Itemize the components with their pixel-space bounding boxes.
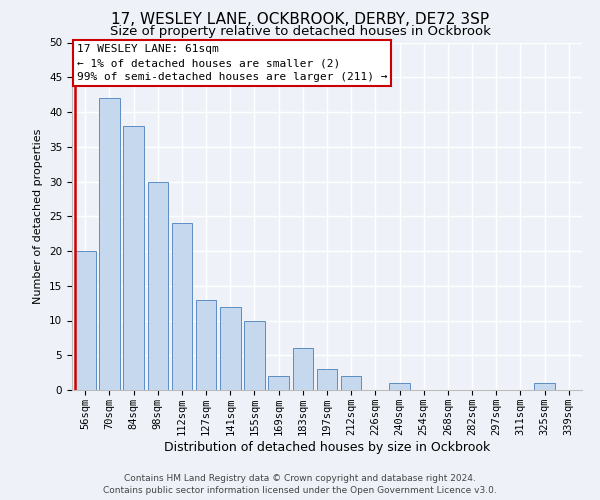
Bar (124, 126, 144, 390)
Text: 17, WESLEY LANE, OCKBROOK, DERBY, DE72 3SP: 17, WESLEY LANE, OCKBROOK, DERBY, DE72 3… (111, 12, 489, 28)
Bar (99, 98, 120, 390)
Bar (172, 223, 192, 390)
Bar (293, 348, 313, 390)
Text: Size of property relative to detached houses in Ockbrook: Size of property relative to detached ho… (110, 25, 490, 38)
Y-axis label: Number of detached properties: Number of detached properties (34, 128, 43, 304)
Bar (389, 383, 410, 390)
Bar (196, 300, 217, 390)
Text: 17 WESLEY LANE: 61sqm
← 1% of detached houses are smaller (2)
99% of semi-detach: 17 WESLEY LANE: 61sqm ← 1% of detached h… (77, 44, 388, 82)
Bar (244, 320, 265, 390)
Bar (534, 383, 555, 390)
Bar (148, 182, 168, 390)
Text: Contains HM Land Registry data © Crown copyright and database right 2024.
Contai: Contains HM Land Registry data © Crown c… (103, 474, 497, 495)
Bar (341, 376, 361, 390)
Bar (317, 369, 337, 390)
Bar (220, 306, 241, 390)
X-axis label: Distribution of detached houses by size in Ockbrook: Distribution of detached houses by size … (164, 440, 490, 454)
Bar (268, 376, 289, 390)
Bar (75, 251, 95, 390)
